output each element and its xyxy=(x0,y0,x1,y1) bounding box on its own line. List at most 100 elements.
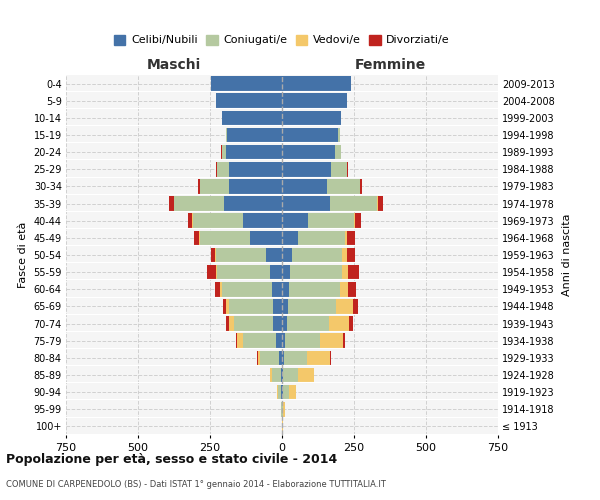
Bar xyxy=(243,214,282,228)
Bar xyxy=(353,299,358,314)
Bar xyxy=(274,316,282,331)
Bar xyxy=(260,350,279,365)
Bar xyxy=(282,94,347,108)
Bar xyxy=(329,316,349,331)
Bar xyxy=(227,128,282,142)
Bar xyxy=(229,162,282,176)
Bar xyxy=(221,110,282,125)
Bar xyxy=(229,299,274,314)
Text: Femmine: Femmine xyxy=(355,58,425,71)
Bar xyxy=(200,179,229,194)
Bar xyxy=(169,196,174,211)
Bar xyxy=(283,402,284,416)
Bar xyxy=(188,214,193,228)
Bar xyxy=(287,316,329,331)
Bar xyxy=(282,162,331,176)
Text: Maschi: Maschi xyxy=(147,58,201,71)
Bar xyxy=(320,334,343,348)
Bar xyxy=(289,299,336,314)
Bar xyxy=(307,350,331,365)
Bar xyxy=(338,128,340,142)
Bar xyxy=(211,248,215,262)
Bar xyxy=(266,248,282,262)
Bar xyxy=(224,196,282,211)
Bar xyxy=(347,230,355,245)
Bar xyxy=(198,179,200,194)
Bar xyxy=(355,214,361,228)
Bar xyxy=(298,230,346,245)
Bar xyxy=(354,214,355,228)
Bar xyxy=(343,248,347,262)
Bar xyxy=(226,316,229,331)
Bar xyxy=(283,385,289,400)
Bar xyxy=(282,316,287,331)
Y-axis label: Fasce di età: Fasce di età xyxy=(18,222,28,288)
Bar xyxy=(272,368,281,382)
Bar xyxy=(215,248,216,262)
Bar xyxy=(282,299,289,314)
Bar xyxy=(250,230,282,245)
Bar xyxy=(360,179,362,194)
Bar xyxy=(271,368,272,382)
Bar xyxy=(282,282,289,296)
Bar xyxy=(226,299,229,314)
Bar xyxy=(298,368,314,382)
Bar xyxy=(282,334,286,348)
Bar xyxy=(223,299,226,314)
Bar xyxy=(283,368,298,382)
Bar xyxy=(215,282,220,296)
Bar xyxy=(281,385,282,400)
Bar xyxy=(331,162,347,176)
Bar xyxy=(286,334,320,348)
Bar xyxy=(289,282,340,296)
Bar xyxy=(257,350,260,365)
Bar xyxy=(343,334,346,348)
Bar xyxy=(271,265,282,280)
Bar xyxy=(226,145,282,160)
Bar xyxy=(290,265,342,280)
Bar xyxy=(272,282,282,296)
Bar xyxy=(347,248,355,262)
Bar xyxy=(236,334,238,348)
Bar xyxy=(274,299,282,314)
Bar xyxy=(238,334,243,348)
Bar xyxy=(282,230,298,245)
Bar xyxy=(346,230,347,245)
Bar xyxy=(349,316,353,331)
Bar xyxy=(282,214,308,228)
Legend: Celibi/Nubili, Coniugati/e, Vedovi/e, Divorziati/e: Celibi/Nubili, Coniugati/e, Vedovi/e, Di… xyxy=(110,30,454,50)
Bar xyxy=(377,196,383,211)
Bar xyxy=(326,179,360,194)
Text: COMUNE DI CARPENEDOLO (BS) - Dati ISTAT 1° gennaio 2014 - Elaborazione TUTTITALI: COMUNE DI CARPENEDOLO (BS) - Dati ISTAT … xyxy=(6,480,386,489)
Bar xyxy=(226,128,227,142)
Bar xyxy=(229,179,282,194)
Bar xyxy=(276,334,282,348)
Bar xyxy=(200,230,250,245)
Bar xyxy=(217,265,271,280)
Bar xyxy=(279,350,282,365)
Bar xyxy=(336,299,353,314)
Bar xyxy=(221,282,272,296)
Bar xyxy=(308,214,354,228)
Bar xyxy=(282,265,290,280)
Bar xyxy=(211,76,282,91)
Bar xyxy=(292,248,343,262)
Bar xyxy=(281,368,282,382)
Bar xyxy=(282,128,338,142)
Bar xyxy=(235,316,274,331)
Bar xyxy=(282,76,351,91)
Bar xyxy=(282,350,284,365)
Bar xyxy=(229,316,235,331)
Bar xyxy=(217,162,229,176)
Bar xyxy=(335,145,341,160)
Bar xyxy=(216,94,282,108)
Bar xyxy=(282,110,341,125)
Bar xyxy=(340,282,348,296)
Text: Popolazione per età, sesso e stato civile - 2014: Popolazione per età, sesso e stato civil… xyxy=(6,452,337,466)
Bar xyxy=(289,385,296,400)
Bar xyxy=(284,350,307,365)
Bar xyxy=(220,282,221,296)
Bar xyxy=(193,214,243,228)
Bar xyxy=(243,334,276,348)
Bar xyxy=(221,145,226,160)
